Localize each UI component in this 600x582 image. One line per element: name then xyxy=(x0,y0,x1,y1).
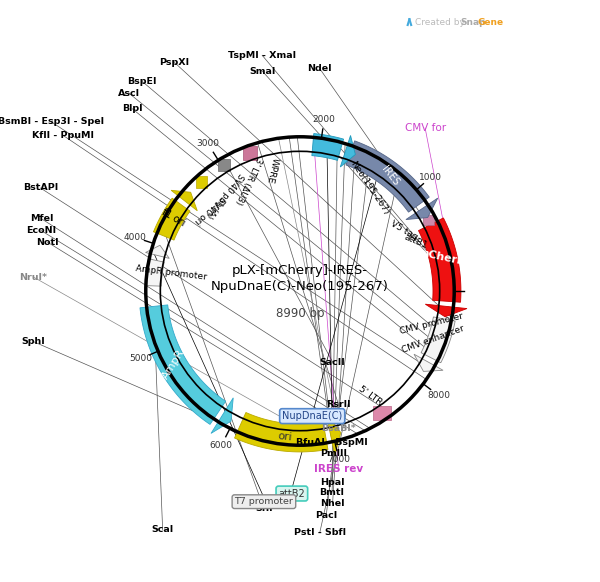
Polygon shape xyxy=(423,215,434,225)
Text: SphI: SphI xyxy=(22,337,46,346)
Bar xyxy=(373,406,391,420)
Text: Created by: Created by xyxy=(415,17,468,27)
Bar xyxy=(218,159,230,171)
Polygon shape xyxy=(406,198,438,219)
Text: RsrII: RsrII xyxy=(326,400,351,409)
Text: Neo(195-267): Neo(195-267) xyxy=(348,160,391,217)
Text: BspEI: BspEI xyxy=(128,77,157,86)
Text: SV40 ori: SV40 ori xyxy=(192,193,226,225)
Text: AmpR: AmpR xyxy=(160,347,186,381)
Text: CMV promoter: CMV promoter xyxy=(398,311,464,336)
Text: NpuDnaE(C)-Neo(195-267): NpuDnaE(C)-Neo(195-267) xyxy=(211,281,389,293)
Text: WPRE: WPRE xyxy=(265,157,280,184)
Text: PacI: PacI xyxy=(315,511,337,520)
Polygon shape xyxy=(340,136,355,167)
Polygon shape xyxy=(425,304,467,317)
Polygon shape xyxy=(211,398,233,434)
Text: 3000: 3000 xyxy=(197,140,220,148)
Text: NotI: NotI xyxy=(36,237,59,247)
Text: attB1: attB1 xyxy=(403,233,430,251)
Polygon shape xyxy=(154,198,190,240)
Text: f1 ori: f1 ori xyxy=(160,207,187,228)
Text: CMV enhancer: CMV enhancer xyxy=(400,324,466,355)
Text: AscI: AscI xyxy=(118,88,140,98)
Text: 6000: 6000 xyxy=(210,441,233,450)
Bar xyxy=(196,176,208,187)
Text: CMV for: CMV for xyxy=(404,123,446,133)
Polygon shape xyxy=(235,413,328,452)
Text: 1000: 1000 xyxy=(419,173,442,182)
Polygon shape xyxy=(171,190,197,211)
Text: BsaBI*: BsaBI* xyxy=(321,424,356,434)
Polygon shape xyxy=(346,141,429,212)
Text: V5 tag: V5 tag xyxy=(389,219,419,242)
Text: BsmBI - Esp3I - SpeI: BsmBI - Esp3I - SpeI xyxy=(0,117,104,126)
Text: 4000: 4000 xyxy=(124,233,146,242)
Text: 8990 bp: 8990 bp xyxy=(276,307,324,320)
Polygon shape xyxy=(418,218,461,302)
Text: 2000: 2000 xyxy=(313,115,335,124)
Text: PstI - SbfI: PstI - SbfI xyxy=(294,528,346,537)
Text: 3' LTR (ΔU3): 3' LTR (ΔU3) xyxy=(233,155,263,205)
Polygon shape xyxy=(312,134,344,161)
Text: 5000: 5000 xyxy=(129,354,152,363)
Polygon shape xyxy=(145,259,164,286)
Text: IRES: IRES xyxy=(380,164,401,187)
Text: KflI - PpuMI: KflI - PpuMI xyxy=(32,130,94,140)
Text: ori: ori xyxy=(277,431,292,442)
Text: IRES rev: IRES rev xyxy=(314,463,363,474)
Text: NdeI: NdeI xyxy=(307,64,332,73)
Text: pLX-[mCherry]-IRES-: pLX-[mCherry]-IRES- xyxy=(232,264,368,277)
Text: NruI*: NruI* xyxy=(19,272,47,282)
Text: T7 promoter: T7 promoter xyxy=(235,497,293,506)
Polygon shape xyxy=(326,414,341,455)
Text: BfuAI - BspMI: BfuAI - BspMI xyxy=(296,438,368,447)
Text: PspXI: PspXI xyxy=(159,58,190,67)
Polygon shape xyxy=(414,354,443,371)
Text: BmtI: BmtI xyxy=(320,488,344,498)
Text: 7000: 7000 xyxy=(328,456,350,464)
Polygon shape xyxy=(140,305,226,424)
Text: 8000: 8000 xyxy=(427,391,450,400)
Text: SacII: SacII xyxy=(320,357,346,367)
Text: MfeI: MfeI xyxy=(30,214,53,223)
Text: SmaI: SmaI xyxy=(249,66,275,76)
Text: NupDnaE(C): NupDnaE(C) xyxy=(282,411,343,421)
Text: mCherry: mCherry xyxy=(416,247,470,268)
Text: Snap: Snap xyxy=(460,17,485,27)
Text: attB2: attB2 xyxy=(278,488,305,499)
Text: HpaI: HpaI xyxy=(320,478,344,487)
Text: PmlII: PmlII xyxy=(320,449,347,459)
Text: BstAPI: BstAPI xyxy=(23,183,58,193)
Text: Gene: Gene xyxy=(478,17,503,27)
Text: EcoNI: EcoNI xyxy=(26,226,56,235)
Text: BlpI: BlpI xyxy=(122,104,143,113)
Text: TspMI - XmaI: TspMI - XmaI xyxy=(228,51,296,60)
Text: 5' LTR: 5' LTR xyxy=(357,384,384,407)
Text: SV40 poly(A): SV40 poly(A) xyxy=(205,171,245,219)
Bar xyxy=(243,146,257,160)
Text: AmpR promoter: AmpR promoter xyxy=(136,264,208,282)
Text: SfiI: SfiI xyxy=(255,504,273,513)
Text: NheI: NheI xyxy=(320,499,345,508)
Polygon shape xyxy=(421,317,455,363)
Polygon shape xyxy=(146,245,169,258)
Text: ScaI: ScaI xyxy=(152,525,174,534)
